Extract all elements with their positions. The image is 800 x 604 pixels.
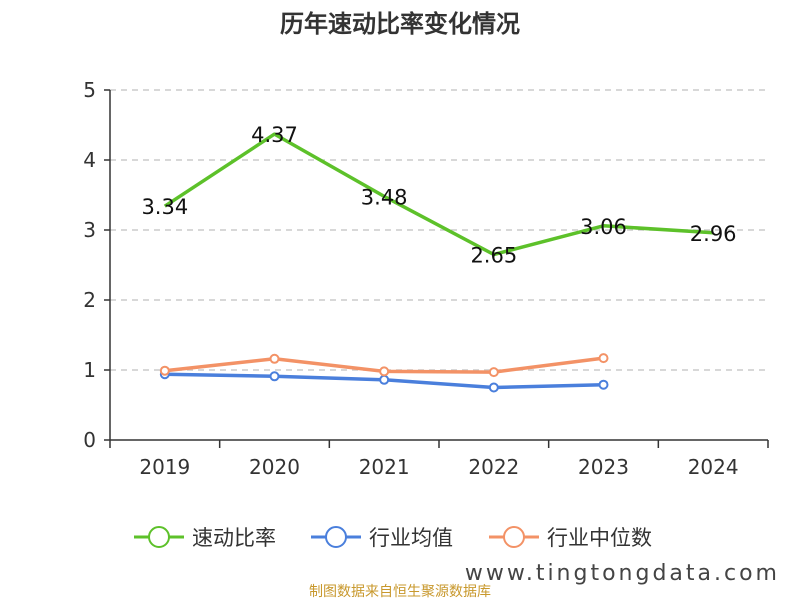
series-layer <box>159 132 714 393</box>
y-tick-label: 5 <box>83 78 96 102</box>
series-2-point-2020 <box>269 353 280 364</box>
series-2-point-2019 <box>159 365 170 376</box>
x-tick-label-2023: 2023 <box>578 455 629 479</box>
y-tick-label: 3 <box>83 218 96 242</box>
x-tick-label-2020: 2020 <box>249 455 300 479</box>
axes: 0 1 2 3 4 5 2019 2020 2021 2022 2023 2024 <box>83 78 769 479</box>
legend-marker-1 <box>325 526 347 548</box>
data-label-2019: 3.34 <box>141 195 188 219</box>
data-label-2020: 4.37 <box>251 123 298 147</box>
series-1-point-2020 <box>269 371 280 382</box>
data-labels: 3.34 4.37 3.48 2.65 3.06 2.96 <box>141 123 736 267</box>
chart-title: 历年速动比率变化情况 <box>280 10 520 38</box>
x-tick-label-2022: 2022 <box>468 455 519 479</box>
y-tick-label: 1 <box>83 358 96 382</box>
series-1-point-2023 <box>598 379 609 390</box>
legend-marker-2 <box>503 526 525 548</box>
series-2-point-2022 <box>488 367 499 378</box>
legend-label-2: 行业中位数 <box>547 526 652 550</box>
series-1-point-2021 <box>379 374 390 385</box>
series-line-0 <box>163 132 714 257</box>
x-tick-label-2021: 2021 <box>359 455 410 479</box>
data-label-2022: 2.65 <box>470 244 517 268</box>
watermark: www.tingtongdata.com <box>465 561 780 586</box>
data-label-2023: 3.06 <box>580 215 627 239</box>
legend-label-0: 速动比率 <box>192 526 276 550</box>
x-tick-label-2019: 2019 <box>139 455 190 479</box>
legend: 速动比率 行业均值 行业中位数 <box>134 526 652 550</box>
data-label-2024: 2.96 <box>690 222 737 246</box>
series-1-point-2022 <box>488 382 499 393</box>
data-label-2021: 3.48 <box>361 185 408 209</box>
y-tick-label: 0 <box>83 428 96 452</box>
source-note: 制图数据来自恒生聚源数据库 <box>309 584 491 600</box>
legend-marker-0 <box>148 526 170 548</box>
series-2-point-2021 <box>379 366 390 377</box>
series-2-point-2023 <box>598 353 609 364</box>
x-tick-label-2024: 2024 <box>688 455 739 479</box>
legend-label-1: 行业均值 <box>369 526 453 550</box>
y-tick-label: 2 <box>83 288 96 312</box>
y-tick-label: 4 <box>83 148 96 172</box>
